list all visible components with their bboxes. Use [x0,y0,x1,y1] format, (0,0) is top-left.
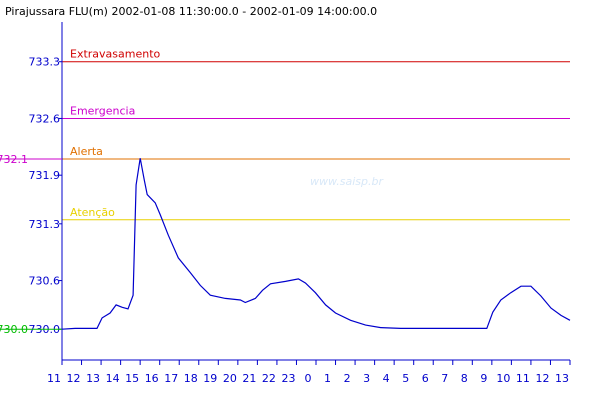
x-tick-label: 9 [480,372,487,385]
x-tick-label: 10 [496,372,510,385]
chart-title: Pirajussara FLU(m) 2002-01-08 11:30:00.0… [5,5,377,18]
x-tick-label: 13 [86,372,100,385]
data-line [61,158,571,330]
x-tick-label: 4 [383,372,390,385]
x-tick-label: 13 [555,372,569,385]
x-tick-label: 11 [516,372,530,385]
x-tick-label: 20 [223,372,237,385]
x-tick-label: 3 [363,372,370,385]
x-tick-label: 22 [262,372,276,385]
marker-label: 730.0 [0,323,28,336]
x-tick-label: 12 [67,372,81,385]
y-tick-label: 731.3 [29,218,61,231]
y-tick-label: 733.3 [29,56,61,69]
threshold-label: Atenção [70,206,115,219]
threshold-label: Alerta [70,145,103,158]
x-tick-label: 7 [441,372,448,385]
y-tick-label: 731.9 [29,169,61,182]
x-tick-label: 0 [305,372,312,385]
x-tick-label: 12 [535,372,549,385]
x-tick-label: 21 [242,372,256,385]
x-tick-label: 11 [47,372,61,385]
x-tick-label: 8 [461,372,468,385]
x-tick-label: 19 [203,372,217,385]
x-tick-label: 15 [125,372,139,385]
x-tick-label: 17 [164,372,178,385]
x-tick-label: 14 [106,372,120,385]
threshold-label: Extravasamento [70,48,161,61]
marker-label: 732.1 [0,153,28,166]
x-tick-label: 2 [344,372,351,385]
x-tick-label: 5 [402,372,409,385]
x-tick-label: 18 [184,372,198,385]
x-tick-label: 23 [281,372,295,385]
x-tick-label: 1 [324,372,331,385]
threshold-label: Emergencia [70,104,135,117]
y-tick-label: 730.6 [29,275,61,288]
watermark: www.saisp.br [310,175,385,188]
x-tick-label: 16 [145,372,159,385]
x-tick-label: 6 [422,372,429,385]
y-tick-label: 732.6 [29,112,61,125]
